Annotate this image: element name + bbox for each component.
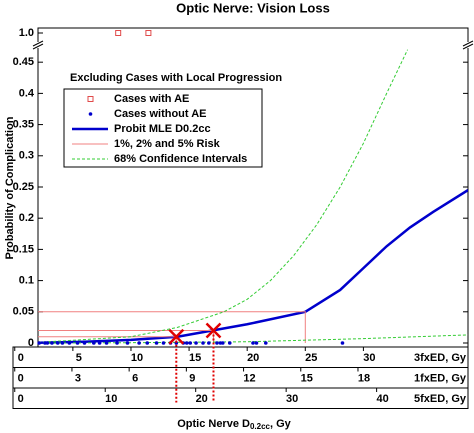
legend-label: Cases without AE: [114, 108, 207, 120]
highlight-x: [168, 328, 185, 345]
ae-point: [115, 30, 122, 36]
legend-label: Probit MLE D0.2cc: [114, 123, 211, 135]
y-tick-label: 0.15: [13, 243, 34, 255]
x-tick-label: 0: [18, 373, 24, 385]
case-point: [82, 341, 87, 345]
case-point: [340, 341, 345, 345]
case-point: [67, 341, 72, 345]
legend-symbol: [87, 96, 94, 102]
y-axis-label: Probability of Complication: [4, 116, 16, 259]
x-axis-row-label: 5fxED, Gy: [414, 393, 467, 405]
x-tick-label: 9: [189, 373, 195, 385]
x-tick-label: 20: [196, 393, 208, 405]
x-tick-label: 15: [301, 373, 313, 385]
case-point: [194, 341, 198, 345]
case-point: [263, 341, 268, 345]
x-tick-label: 3: [75, 373, 81, 385]
y-tick-label: 0.2: [19, 212, 34, 224]
case-point: [154, 341, 159, 345]
x-tick-label: 10: [131, 352, 143, 364]
case-point: [137, 341, 141, 345]
legend-label: 68% Confidence Intervals: [114, 153, 247, 165]
x-tick-label: 18: [358, 373, 370, 385]
axis-break: [32, 40, 474, 50]
case-point: [161, 341, 166, 345]
case-point: [227, 341, 232, 345]
case-point: [104, 341, 109, 345]
series-line: [38, 311, 306, 343]
x-tick-label: 30: [363, 352, 375, 364]
x-label-part: , Gy: [270, 418, 292, 430]
legend-label: 1%, 2% and 5% Risk: [114, 138, 221, 150]
case-point: [188, 341, 193, 345]
x-tick-label: 6: [132, 373, 138, 385]
legend-title: Excluding Cases with Local Progression: [70, 72, 282, 84]
y-tick-label: 0.3: [19, 150, 34, 162]
case-point: [37, 341, 41, 345]
x-tick-label: 10: [105, 393, 117, 405]
case-point: [220, 341, 225, 345]
y-tick-label: 0.25: [13, 181, 34, 193]
case-point: [215, 341, 219, 345]
x-tick-label: 0: [18, 352, 24, 364]
x-label-part: Optic Nerve D: [177, 418, 250, 430]
x-tick-label: 40: [377, 393, 389, 405]
case-point: [91, 341, 96, 345]
legend-box: [63, 88, 263, 168]
case-point: [207, 341, 211, 345]
y-tick-label: 0.1: [19, 275, 34, 287]
x-tick-label: 0: [18, 393, 24, 405]
case-point: [125, 341, 130, 345]
case-point: [75, 341, 80, 345]
case-point: [145, 341, 150, 345]
x-tick-label: 15: [189, 352, 201, 364]
y-tick-label: 0.05: [13, 306, 34, 318]
x-axis-row: [12, 367, 469, 389]
x-axis-row: [12, 387, 469, 409]
x-axis-label: Optic Nerve D0.2cc, Gy: [177, 418, 291, 431]
chart-title: Optic Nerve: Vision Loss: [176, 0, 330, 15]
highlight-x: [205, 322, 222, 339]
case-point: [115, 341, 119, 345]
case-point: [184, 341, 189, 345]
legend-symbol: [88, 112, 93, 116]
case-point: [60, 341, 65, 345]
x-axis-row-label: 1fxED, Gy: [414, 373, 467, 385]
case-point: [251, 341, 255, 345]
case-point: [254, 341, 259, 345]
case-point: [45, 341, 50, 345]
y-tick-label: 0.35: [13, 118, 34, 130]
x-tick-label: 30: [286, 393, 298, 405]
x-tick-label: 25: [305, 352, 317, 364]
legend-label: Cases with AE: [114, 93, 189, 105]
case-point: [201, 341, 205, 345]
x-tick-label: 5: [76, 352, 82, 364]
ae-point: [145, 30, 152, 36]
case-point: [55, 341, 60, 345]
series-line: [38, 189, 468, 344]
case-point: [50, 341, 54, 345]
x-tick-label: 20: [247, 352, 259, 364]
y-tick-label: 1.0: [19, 27, 34, 39]
x-tick-label: 12: [243, 373, 255, 385]
y-tick-label: 0: [28, 337, 34, 349]
y-tick-label: 0.4: [19, 87, 35, 99]
x-axis-row-label: 3fxED, Gy: [414, 352, 467, 364]
x-label-sub: 0.2cc: [250, 422, 271, 431]
y-tick-label: 0.45: [13, 56, 34, 68]
series-line: [38, 49, 409, 343]
case-point: [97, 341, 102, 345]
